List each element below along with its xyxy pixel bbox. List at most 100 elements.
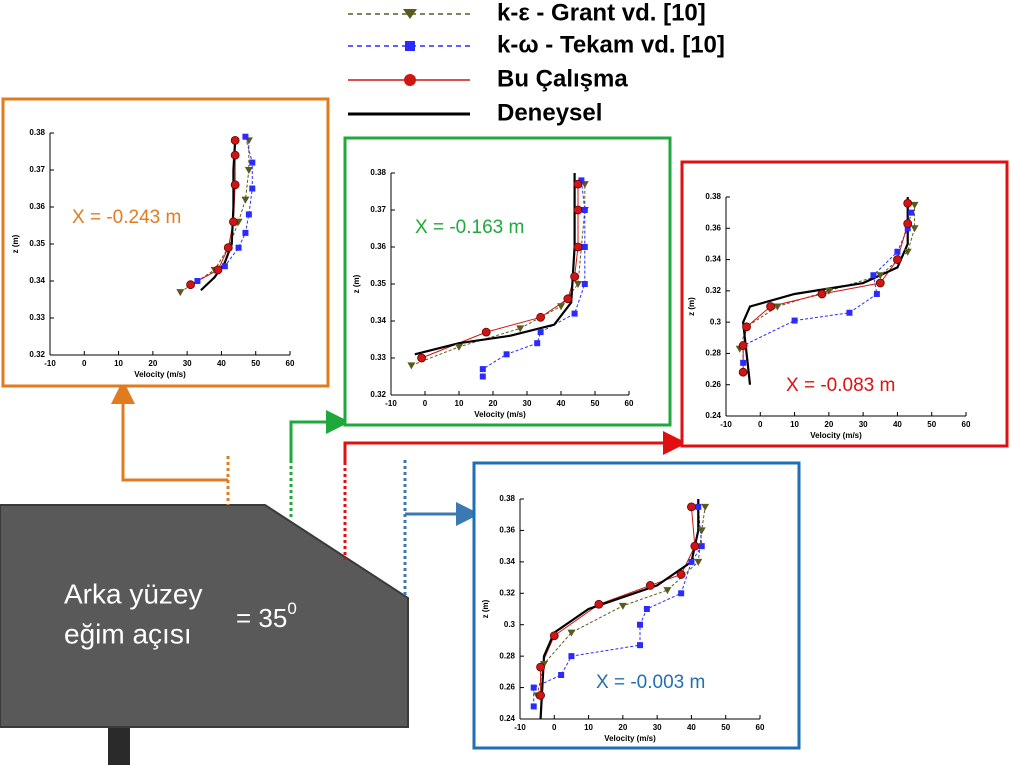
x-tick-label: 40 bbox=[217, 359, 226, 368]
marker-triangle bbox=[176, 289, 185, 297]
marker-circle bbox=[738, 367, 748, 377]
y-tick-label: 0.26 bbox=[705, 380, 721, 389]
y-tick-label: 0.28 bbox=[705, 349, 721, 358]
chart-panel: -10 0 10 20 30 40 50 60 0.24 0.26 0.28 0.3 0.32 0.34 0… bbox=[680, 160, 1009, 448]
marker-square bbox=[698, 543, 705, 550]
y-tick-label: 0.36 bbox=[705, 223, 721, 232]
x-tick-label: 10 bbox=[455, 399, 464, 408]
x-tick-label: 10 bbox=[114, 359, 123, 368]
x-tick-label: 60 bbox=[625, 399, 634, 408]
marker-circle bbox=[230, 150, 240, 160]
marker-triangle bbox=[701, 503, 710, 511]
marker-square bbox=[568, 653, 575, 660]
body-label: Arka yüzey bbox=[64, 578, 203, 609]
marker-square bbox=[894, 248, 901, 255]
x-axis-label: Velocity (m/s) bbox=[810, 431, 862, 440]
marker-square bbox=[558, 672, 565, 678]
marker-triangle bbox=[773, 303, 782, 311]
x-tick-label: 60 bbox=[286, 359, 295, 368]
y-tick-label: 0.35 bbox=[370, 279, 386, 288]
marker-square bbox=[530, 703, 537, 710]
x-tick-label: 30 bbox=[523, 399, 532, 408]
chart-panel: -10 0 10 20 30 40 50 60 0.24 0.26 0.28 0.3 0.32 0.34 0… bbox=[472, 461, 801, 750]
marker-square bbox=[904, 225, 911, 232]
y-tick-label: 0.36 bbox=[370, 242, 386, 251]
y-tick-label: 0.34 bbox=[705, 255, 721, 264]
marker-square bbox=[537, 329, 544, 336]
panel-frame bbox=[343, 136, 672, 427]
marker-triangle bbox=[663, 587, 672, 595]
y-tick-label: 0.26 bbox=[499, 683, 515, 692]
marker-triangle bbox=[407, 362, 416, 370]
legend-marker bbox=[404, 74, 416, 86]
marker-circle bbox=[687, 502, 696, 512]
marker-circle bbox=[570, 272, 579, 282]
y-tick-label: 0.36 bbox=[499, 526, 515, 535]
marker-circle bbox=[676, 570, 686, 579]
position-label: X = -0.243 m bbox=[72, 207, 181, 228]
marker-triangle bbox=[910, 201, 919, 209]
marker-circle bbox=[573, 179, 583, 189]
connectors bbox=[111, 380, 687, 595]
marker-square bbox=[581, 207, 588, 213]
marker-square bbox=[534, 340, 541, 347]
x-axis-label: Velocity (m/s) bbox=[134, 370, 186, 379]
marker-triangle bbox=[903, 248, 912, 256]
y-tick-label: 0.33 bbox=[29, 313, 45, 322]
legend-symbol bbox=[404, 74, 416, 86]
y-tick-label: 0.34 bbox=[370, 316, 386, 325]
x-tick-label: 20 bbox=[824, 420, 833, 429]
legend-label: k-ε - Grant vd. [10] bbox=[497, 0, 706, 26]
marker-circle bbox=[549, 631, 559, 641]
x-tick-label: 0 bbox=[758, 420, 763, 429]
marker-square bbox=[235, 244, 242, 251]
marker-square bbox=[791, 317, 798, 324]
marker-circle bbox=[230, 180, 240, 190]
marker-triangle bbox=[455, 343, 463, 351]
marker-triangle bbox=[697, 527, 706, 535]
marker-circle bbox=[230, 135, 240, 145]
y-axis-label: z (m) bbox=[352, 274, 361, 293]
marker-triangle bbox=[244, 167, 253, 174]
marker-square bbox=[846, 309, 853, 316]
y-tick-label: 0.38 bbox=[705, 192, 721, 201]
legend-label: k-ω - Tekam vd. [10] bbox=[497, 31, 725, 58]
marker-circle bbox=[536, 691, 545, 700]
marker-square bbox=[578, 177, 585, 184]
y-tick-label: 0.32 bbox=[705, 286, 721, 295]
y-tick-label: 0.3 bbox=[710, 317, 722, 326]
panel-frame bbox=[472, 461, 801, 750]
arrow bbox=[343, 431, 687, 462]
x-tick-label: 40 bbox=[893, 420, 902, 429]
marker-triangle bbox=[910, 225, 919, 233]
marker-circle bbox=[536, 312, 545, 322]
series-line bbox=[200, 140, 237, 292]
marker-square bbox=[637, 621, 643, 628]
marker-square bbox=[479, 366, 486, 373]
chart-panel: -10 0 10 20 30 40 50 60 0.32 0.33 0.34 0.35 0.36 0.37… bbox=[343, 136, 672, 427]
x-tick-label: 30 bbox=[183, 359, 192, 368]
panel-frame bbox=[680, 160, 1009, 448]
position-label: X = -0.083 m bbox=[786, 375, 895, 396]
marker-triangle bbox=[567, 629, 576, 637]
x-axis-label: Velocity (m/s) bbox=[474, 410, 526, 419]
marker-circle bbox=[481, 327, 491, 337]
chart-panel: -10 0 10 20 30 40 50 60 0.32 0.33 0.34 0.35 0.36 0.37… bbox=[1, 97, 330, 388]
x-tick-label: 10 bbox=[584, 723, 593, 732]
marker-square bbox=[221, 263, 228, 270]
x-tick-label: 40 bbox=[687, 723, 696, 732]
x-tick-label: 30 bbox=[859, 420, 868, 429]
angle-sup: 0 bbox=[287, 599, 296, 618]
x-tick-label: 30 bbox=[653, 723, 662, 732]
body-shape bbox=[0, 504, 409, 728]
marker-square bbox=[242, 133, 249, 140]
marker-square bbox=[581, 244, 588, 250]
marker-square bbox=[479, 373, 486, 380]
x-tick-label: -10 bbox=[720, 420, 732, 429]
marker-circle bbox=[573, 242, 583, 252]
marker-circle bbox=[186, 280, 195, 290]
x-tick-label: 50 bbox=[591, 399, 600, 408]
arrow bbox=[111, 380, 228, 482]
x-tick-label: 0 bbox=[552, 723, 557, 732]
